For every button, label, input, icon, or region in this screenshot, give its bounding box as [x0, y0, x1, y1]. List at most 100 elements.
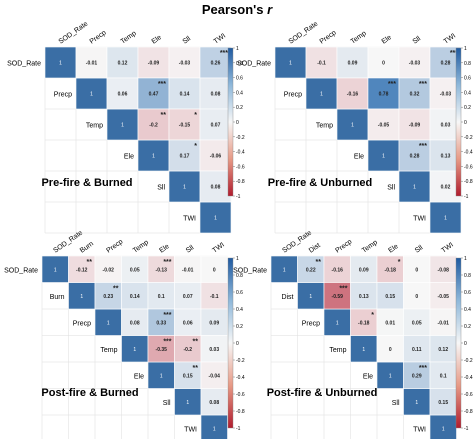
heatmap-cell	[174, 308, 202, 336]
significance-stars: ***	[163, 259, 171, 266]
colorbar-tick-label: 0.6	[464, 76, 471, 82]
column-label: Precp	[319, 29, 338, 45]
significance-stars: ***	[163, 312, 171, 319]
row-label: TWI	[413, 426, 426, 433]
column-label: Sll	[412, 35, 423, 45]
cell-value: 0.06	[183, 320, 193, 326]
heatmap-cell	[200, 308, 228, 336]
column-label: Precp	[89, 29, 108, 45]
row-label: Temp	[100, 347, 117, 354]
significance-stars: **	[161, 112, 167, 119]
diagonal-label: 1	[336, 320, 339, 326]
diagonal-label: 1	[289, 61, 292, 67]
heatmap-cell	[168, 139, 201, 172]
panel-title: Post-fire & Unburned	[267, 387, 378, 399]
column-label: Temp	[361, 239, 379, 255]
colorbar-tick-label: 0	[236, 341, 239, 347]
row-label: Ele	[354, 154, 364, 161]
diagonal-label: 1	[133, 347, 136, 353]
diagonal-label: 1	[442, 426, 445, 432]
cell-value: 0.13	[441, 154, 451, 160]
diagonal-label: 1	[160, 373, 163, 379]
cell-value: -0.2	[183, 347, 192, 353]
cell-value: -0.01	[86, 61, 98, 67]
cell-value: 0.14	[130, 294, 140, 300]
row-label: Precp	[284, 92, 302, 99]
row-label: TWI	[413, 216, 426, 223]
heatmap-cell	[199, 139, 232, 172]
significance-stars: ***	[158, 81, 166, 88]
colorbar-tick-label: -0.2	[464, 358, 473, 364]
column-label: Ele	[381, 34, 393, 46]
heatmap-cell	[121, 308, 149, 336]
cell-value: -0.1	[317, 61, 326, 67]
heatmap-cell	[297, 255, 325, 283]
heatmap-cell	[200, 388, 228, 416]
significance-stars: **	[316, 259, 322, 266]
cell-value: 0.03	[441, 123, 451, 129]
heatmap-cell	[350, 308, 378, 336]
significance-stars: **	[193, 365, 199, 372]
cell-value: -0.16	[347, 92, 359, 98]
column-label: SOD_Rate	[58, 20, 90, 45]
colorbar-tick-label: -1	[236, 426, 241, 432]
cell-value: 0.15	[438, 400, 448, 406]
cell-value: -0.59	[332, 294, 344, 300]
colorbar-tick-label: -0.8	[236, 409, 245, 415]
column-label: Ele	[151, 34, 163, 46]
column-label: Temp	[120, 30, 138, 46]
diagonal-cell	[336, 108, 369, 141]
diagonal-label: 1	[54, 267, 57, 273]
row-label: SOD_Rate	[7, 61, 41, 68]
colorbar-tick-label: 0.2	[236, 324, 243, 330]
panel-title: Post-fire & Burned	[41, 387, 138, 399]
heatmap-cell	[376, 335, 404, 363]
diagonal-cell	[270, 255, 298, 283]
figure-title: Pearson's r	[0, 2, 474, 17]
colorbar-tick-label: -0.2	[464, 135, 473, 141]
heatmap-cell	[168, 77, 201, 110]
column-label: Precp	[334, 238, 353, 254]
cell-value: -0.1	[210, 294, 219, 300]
colorbar-tick-label: 1	[236, 256, 239, 262]
colorbar	[455, 47, 462, 197]
diagonal-label: 1	[413, 185, 416, 191]
cell-value: 0	[382, 61, 385, 67]
heatmap-cell	[75, 46, 108, 79]
colorbar-tick-label: 0.8	[464, 61, 471, 67]
cell-value: -0.05	[438, 294, 450, 300]
colorbar-tick-label: -0.4	[464, 150, 473, 156]
colorbar-tick-label: 0.4	[464, 307, 471, 313]
row-label: Dist	[281, 294, 293, 301]
row-label: Ele	[363, 373, 373, 380]
cell-value: -0.01	[438, 320, 450, 326]
colorbar-tick-label: -0.6	[464, 392, 473, 398]
cell-value: -0.03	[440, 92, 452, 98]
row-label: TWI	[184, 426, 197, 433]
significance-stars: ***	[419, 81, 427, 88]
diagonal-label: 1	[213, 426, 216, 432]
diagonal-cell	[121, 335, 149, 363]
cell-value: 0.22	[306, 267, 316, 273]
colorbar-tick-label: 0.2	[464, 324, 471, 330]
row-label: Sll	[387, 185, 395, 192]
heatmap-cell	[137, 46, 170, 79]
diagonal-cell	[429, 201, 462, 234]
cell-value: -0.2	[149, 123, 158, 129]
heatmap-cell	[200, 335, 228, 363]
heatmap-cell	[137, 77, 170, 110]
diagonal-label: 1	[362, 347, 365, 353]
colorbar-tick-label: 0.2	[236, 105, 243, 111]
cell-value: 0.12	[438, 347, 448, 353]
cell-value: -0.18	[385, 267, 397, 273]
diagonal-cell	[174, 388, 202, 416]
column-label: Burn	[79, 240, 95, 254]
heatmap-cell	[336, 77, 369, 110]
significance-stars: ***	[419, 365, 427, 372]
column-label: SOD_Rate	[288, 20, 320, 45]
diagonal-label: 1	[415, 400, 418, 406]
row-label: Sll	[157, 185, 165, 192]
colorbar-tick-label: -0.4	[236, 150, 245, 156]
